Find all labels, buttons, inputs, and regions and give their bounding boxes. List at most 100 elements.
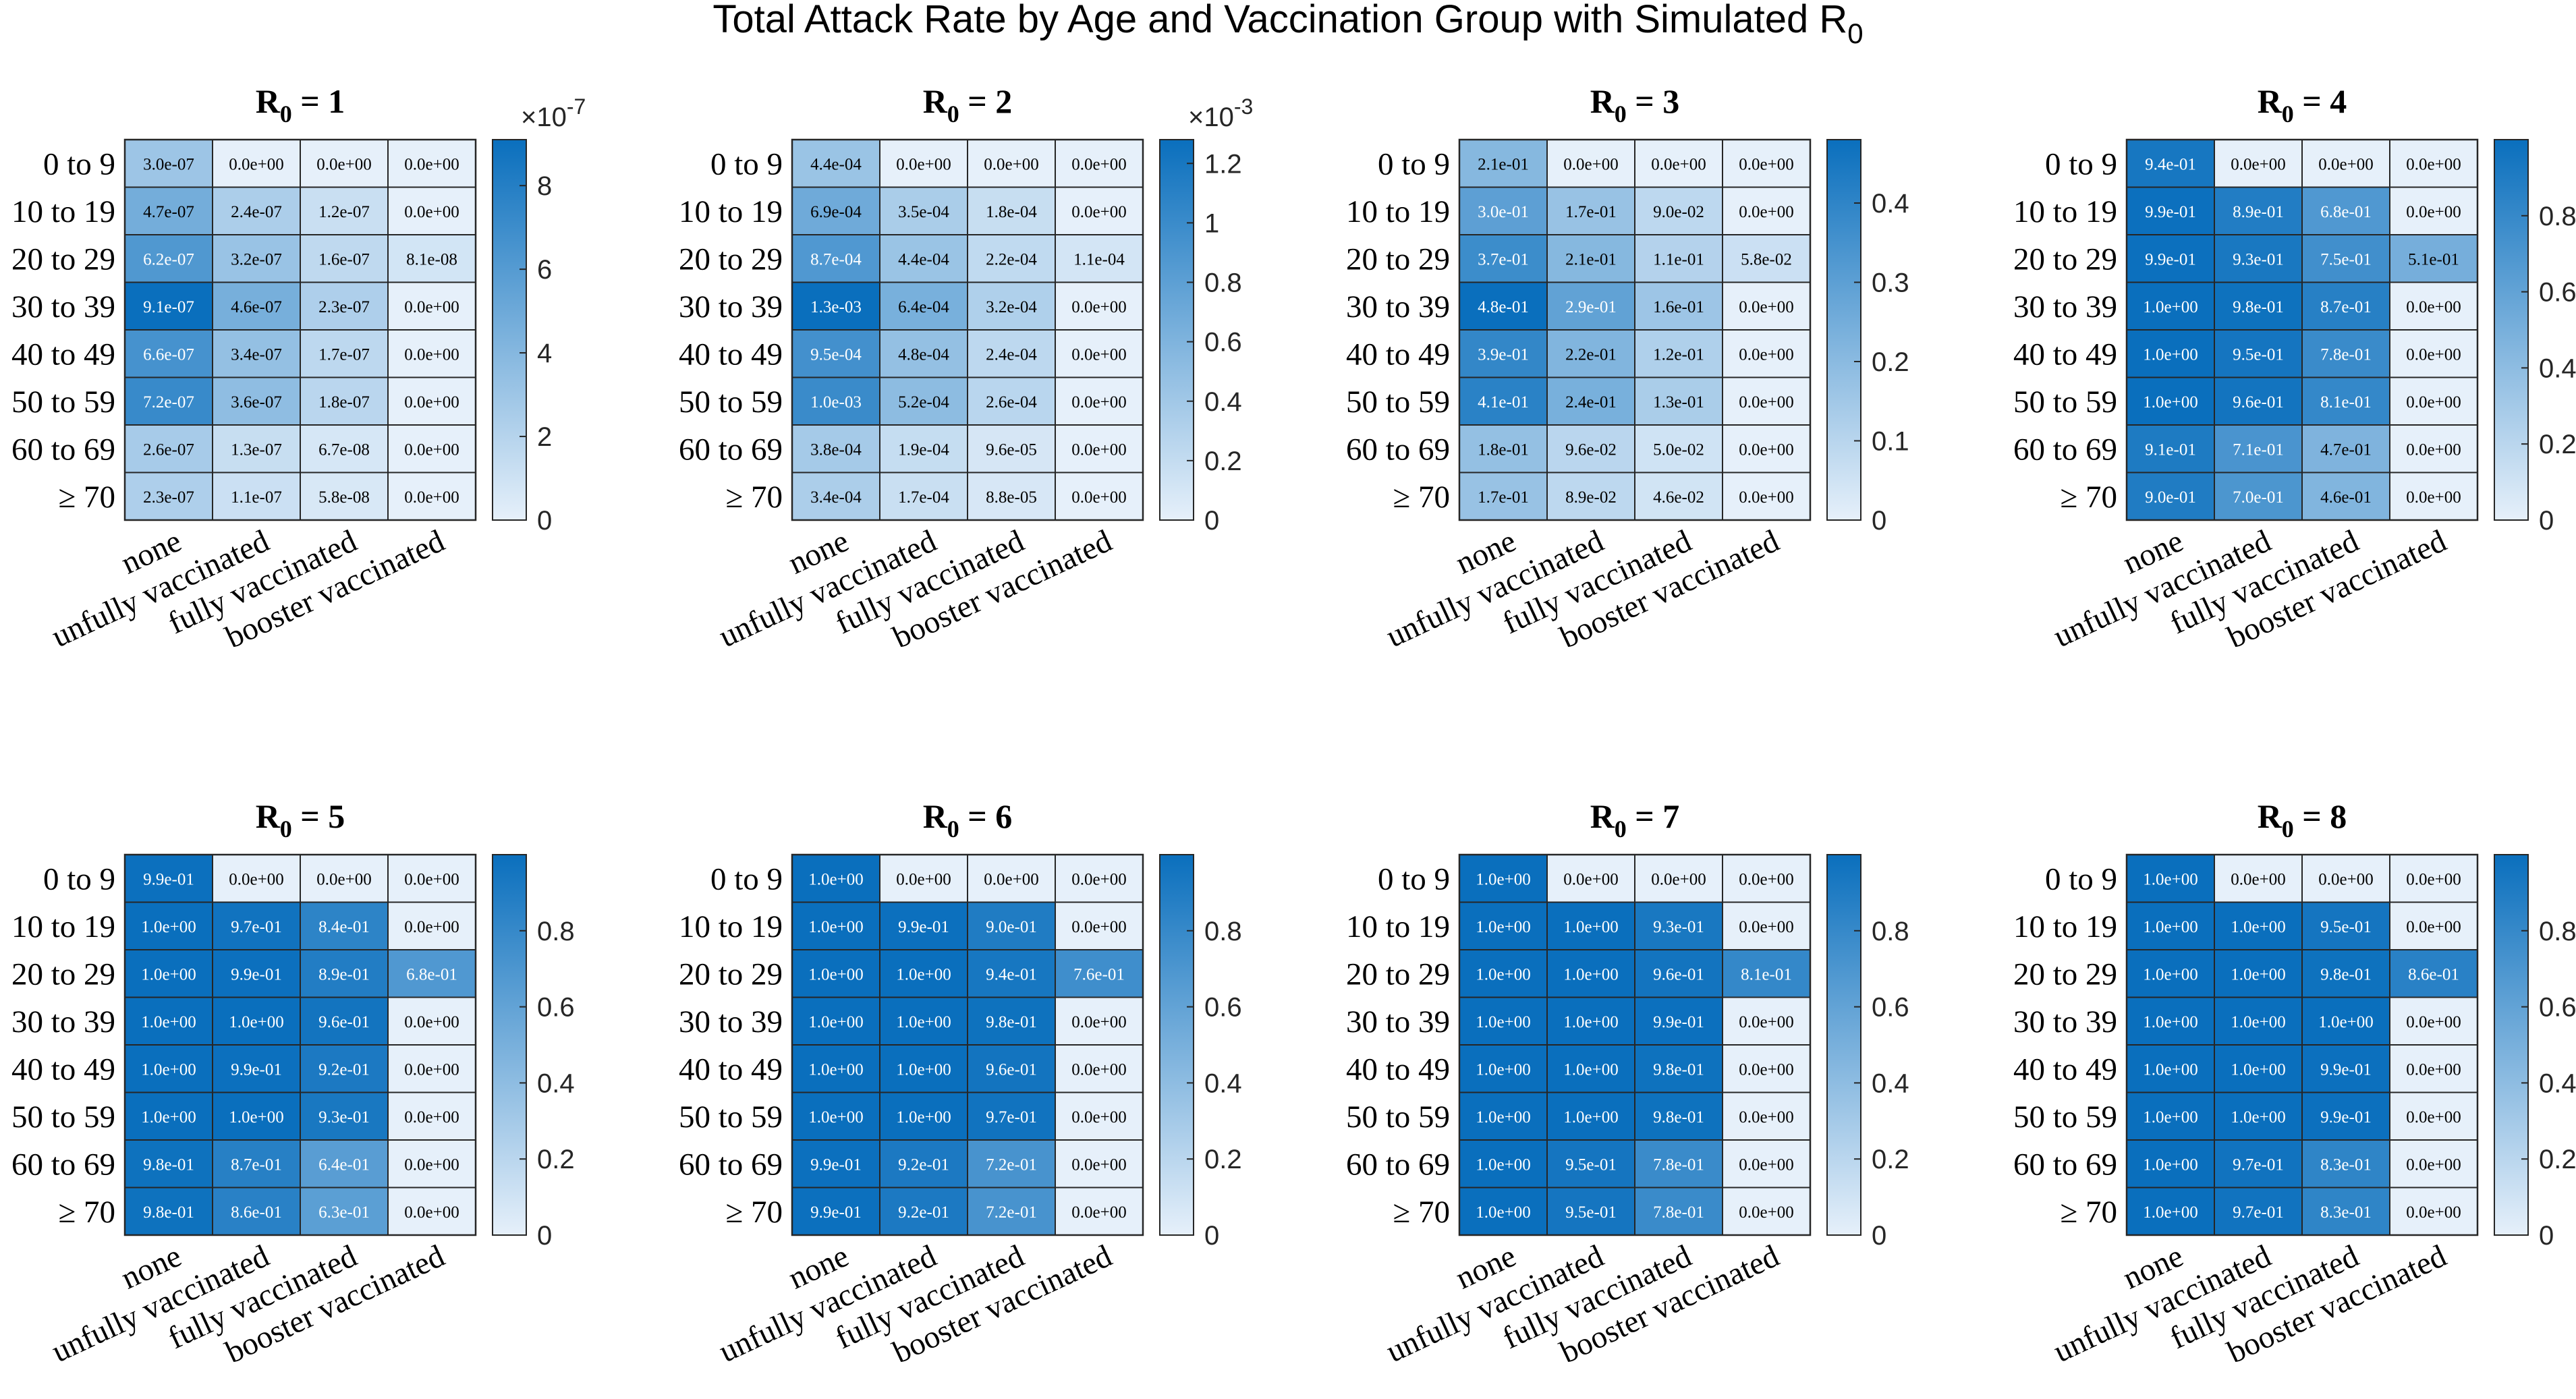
cell-label: 8.4e-01 [318, 918, 370, 936]
colorbar-tick-label: 0.8 [1872, 917, 1909, 946]
heatmap-cell [300, 854, 389, 903]
heatmap-border [1458, 853, 1812, 1236]
cell-label: 0.0e+00 [1739, 870, 1793, 888]
heatmap-cell [1722, 901, 1811, 950]
cell-label: 3.8e-04 [810, 440, 862, 459]
heatmap-cell [2301, 281, 2390, 331]
cell-label: 1.0e+00 [896, 1060, 951, 1079]
row-label: 10 to 19 [1346, 909, 1450, 944]
heatmap-cell [967, 901, 1056, 950]
row-label: 10 to 19 [11, 909, 115, 944]
cell-label: 1.0e+00 [808, 1108, 863, 1126]
cell-label: 3.2e-04 [986, 298, 1037, 316]
heatmap-cell [2214, 329, 2303, 378]
cell-label: 0.0e+00 [2406, 1060, 2461, 1079]
colorbar-tick-label: 0.2 [1204, 447, 1242, 476]
row-label: ≥ 70 [58, 1195, 115, 1230]
heatmap-cell [791, 329, 880, 378]
cell-label: 1.0e+00 [2143, 1013, 2197, 1031]
cell-label: 1.7e-07 [318, 345, 370, 364]
row-label: 10 to 19 [679, 194, 783, 229]
colorbar-tick-label: 0.1 [1872, 427, 1909, 457]
cell-label: 0.0e+00 [404, 440, 459, 459]
row-label: 0 to 9 [43, 146, 115, 181]
cell-label: 4.4e-04 [810, 155, 862, 173]
cell-label: 1.0e+00 [1563, 918, 1618, 936]
cell-label: 6.8e-01 [2320, 203, 2372, 221]
cell-label: 1.0e+00 [2143, 1060, 2197, 1079]
cell-label: 0.0e+00 [404, 203, 459, 221]
cell-label: 0.0e+00 [1739, 1060, 1793, 1079]
cell-label: 2.4e-01 [1565, 393, 1617, 411]
colorbar-tick-label: 8 [537, 171, 552, 201]
heatmap-cell [1055, 234, 1144, 283]
cell-label: 9.2e-01 [318, 1060, 370, 1079]
cell-label: 9.7e-01 [2233, 1203, 2284, 1222]
cell-label: 9.3e-01 [318, 1108, 370, 1126]
cell-label: 1.0e+00 [1476, 1013, 1530, 1031]
row-label: 0 to 9 [2045, 861, 2117, 896]
row-label: 40 to 49 [11, 1052, 115, 1087]
heatmap-cell [1722, 234, 1811, 283]
cell-label: 0.0e+00 [404, 1013, 459, 1031]
heatmap-cell [1634, 424, 1723, 474]
cell-label: 1.0e+00 [141, 1060, 196, 1079]
heatmap-cell [387, 854, 476, 903]
heatmap-cell [2389, 1139, 2478, 1189]
heatmap-cell [1546, 1044, 1635, 1093]
cell-label: 4.7e-01 [2320, 440, 2372, 459]
colorbar-tick-label: 0 [537, 1221, 552, 1251]
heatmap-cell [2301, 1139, 2390, 1189]
colorbar-tick-label: 0.8 [1204, 917, 1242, 946]
heatmap-cell [124, 376, 213, 426]
colorbar-tick-label: 0.2 [1204, 1145, 1242, 1174]
row-label: 0 to 9 [43, 861, 115, 896]
heatmap-cell [124, 901, 213, 950]
heatmap-cell [2389, 376, 2478, 426]
cell-label: 7.8e-01 [2320, 345, 2372, 364]
colorbar-tick-label: 0.8 [2539, 917, 2576, 946]
cell-label: 0.0e+00 [1739, 1203, 1793, 1222]
heatmap-cell [1459, 281, 1548, 331]
colorbar-tick-label: 0.2 [537, 1145, 575, 1174]
row-label: 0 to 9 [1378, 146, 1450, 181]
heatmap-panel: R0 = 3 2.1e-01 0.0e+00 0.0e+00 0.0e+00 3.0e-0… [1346, 82, 1909, 655]
cell-label: 0.0e+00 [2406, 345, 2461, 364]
colorbar-tick-label: 0 [1872, 506, 1886, 536]
cell-label: 0.0e+00 [896, 870, 951, 888]
cell-label: 0.0e+00 [1071, 488, 1126, 507]
cell-label: 1.8e-01 [1478, 440, 1529, 459]
cell-label: 0.0e+00 [1563, 155, 1618, 173]
heatmap-cell [2301, 472, 2390, 521]
heatmap-cell [1459, 1044, 1548, 1093]
colorbar-tick-label: 0 [1204, 1221, 1219, 1251]
cell-label: 2.6e-07 [143, 440, 194, 459]
row-label: ≥ 70 [725, 480, 783, 515]
panel-title: R0 = 5 [256, 797, 345, 843]
cell-label: 0.0e+00 [404, 1155, 459, 1174]
cell-label: 0.0e+00 [404, 298, 459, 316]
row-label: 50 to 59 [679, 1100, 783, 1135]
cell-label: 1.0e+00 [1563, 1108, 1618, 1126]
heatmap-cell [1546, 329, 1635, 378]
heatmap-cell [791, 1091, 880, 1141]
colorbar [492, 854, 527, 1236]
heatmap-cell [212, 186, 301, 235]
heatmap-cell [879, 996, 968, 1046]
heatmap-cell [2214, 901, 2303, 950]
cell-label: 9.3e-01 [1653, 918, 1704, 936]
heatmap-cell [1634, 139, 1723, 188]
row-label: ≥ 70 [2060, 480, 2117, 515]
heatmap-cell [1722, 1139, 1811, 1189]
cell-label: 7.1e-01 [2233, 440, 2284, 459]
cell-label: 1.0e+00 [1563, 1013, 1618, 1031]
cell-label: 8.1e-08 [406, 250, 457, 268]
cell-label: 9.9e-01 [2145, 203, 2196, 221]
colorbar-tick-label: 0 [1204, 506, 1219, 536]
cell-label: 1.0e+00 [2143, 918, 2197, 936]
colorbar [1826, 139, 1861, 521]
cell-label: 6.6e-07 [143, 345, 194, 364]
row-label: 0 to 9 [1378, 861, 1450, 896]
row-label: 40 to 49 [11, 337, 115, 372]
cell-label: 1.3e-03 [810, 298, 862, 316]
